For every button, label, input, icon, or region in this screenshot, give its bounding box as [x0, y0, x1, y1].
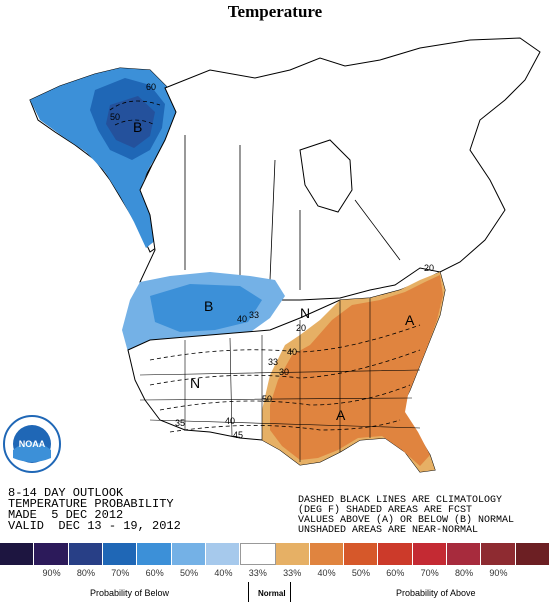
legend-below-caption: Probability of Below — [90, 588, 170, 598]
legend-swatch — [481, 543, 516, 565]
legend-swatch — [412, 543, 448, 565]
state-lines — [139, 298, 421, 462]
legend-swatch — [102, 543, 138, 565]
legend-percent-label: 60% — [386, 568, 405, 578]
legend-swatch — [378, 543, 413, 565]
page-title: Temperature — [227, 2, 323, 21]
probability-legend-bar — [0, 543, 550, 565]
climatology-note: DASHED BLACK LINES ARE CLIMATOLOGY (DEG … — [298, 495, 515, 536]
legend-percent-label: 40% — [317, 568, 336, 578]
svg-text:50: 50 — [110, 112, 120, 122]
east-above-letter-2: A — [336, 407, 346, 423]
alaska-below-letter: B — [133, 119, 142, 135]
noaa-logo: NOAA — [3, 415, 61, 473]
north-band-mid — [150, 284, 262, 332]
legend-swatch — [309, 543, 345, 565]
legend-swatch — [205, 543, 241, 565]
svg-text:20: 20 — [424, 263, 434, 273]
svg-text:40: 40 — [287, 347, 297, 357]
svg-text:33: 33 — [249, 310, 259, 320]
legend-swatch — [171, 543, 206, 565]
legend-swatch — [68, 543, 103, 565]
svg-text:60: 60 — [146, 82, 156, 92]
legend-percent-label: 33% — [248, 568, 267, 578]
legend-percent-label: 90% — [42, 568, 61, 578]
probability-legend-labels: 90% 80% 70% 60% 50% 40% 33% 33% 40% 50% 60% 70% 80% 9… — [0, 568, 550, 582]
legend-swatch — [240, 543, 276, 565]
climatology-lines — [109, 100, 421, 433]
east-above-main — [270, 275, 443, 466]
northcentral-normal-letter: N — [300, 305, 310, 321]
legend-percent-label: 40% — [214, 568, 233, 578]
legend-above-caption: Probability of Above — [396, 588, 476, 598]
canada-below-letter: B — [204, 298, 213, 314]
svg-text:40: 40 — [237, 314, 247, 324]
legend-divider — [248, 582, 249, 602]
east-above-letter-1: A — [405, 312, 415, 328]
legend-divider — [290, 582, 291, 602]
legend-normal-caption: Normal — [258, 589, 286, 598]
noaa-logo-text: NOAA — [19, 439, 46, 449]
svg-text:35: 35 — [175, 418, 185, 428]
legend-percent-label: 90% — [489, 568, 508, 578]
legend-swatch — [515, 543, 550, 565]
legend-percent-label: 70% — [111, 568, 130, 578]
svg-text:40: 40 — [225, 416, 235, 426]
legend-swatch — [34, 543, 69, 565]
alaska-below-darker — [106, 96, 155, 148]
temperature-outlook-map: B B N N A A 60 50 40 33 33 40 30 20 45 3… — [0, 26, 550, 540]
legend-swatch — [137, 543, 172, 565]
legend-swatch — [0, 543, 35, 565]
svg-text:20: 20 — [296, 323, 306, 333]
svg-text:33: 33 — [268, 357, 278, 367]
hudson-bay — [299, 139, 353, 213]
svg-text:50: 50 — [262, 394, 272, 404]
legend-percent-label: 50% — [180, 568, 199, 578]
svg-text:30: 30 — [279, 367, 289, 377]
legend-swatch — [275, 543, 310, 565]
outlook-info: 8-14 DAY OUTLOOK TEMPERATURE PROBABILITY… — [8, 486, 181, 533]
west-normal-letter: N — [190, 375, 200, 391]
legend-percent-label: 60% — [145, 568, 164, 578]
legend-percent-label: 50% — [351, 568, 370, 578]
legend-percent-label: 70% — [420, 568, 439, 578]
legend-swatch — [344, 543, 379, 565]
svg-text:45: 45 — [233, 430, 243, 440]
legend-percent-label: 80% — [76, 568, 95, 578]
legend-percent-label: 33% — [283, 568, 302, 578]
legend-swatch — [447, 543, 482, 565]
legend-percent-label: 80% — [455, 568, 474, 578]
